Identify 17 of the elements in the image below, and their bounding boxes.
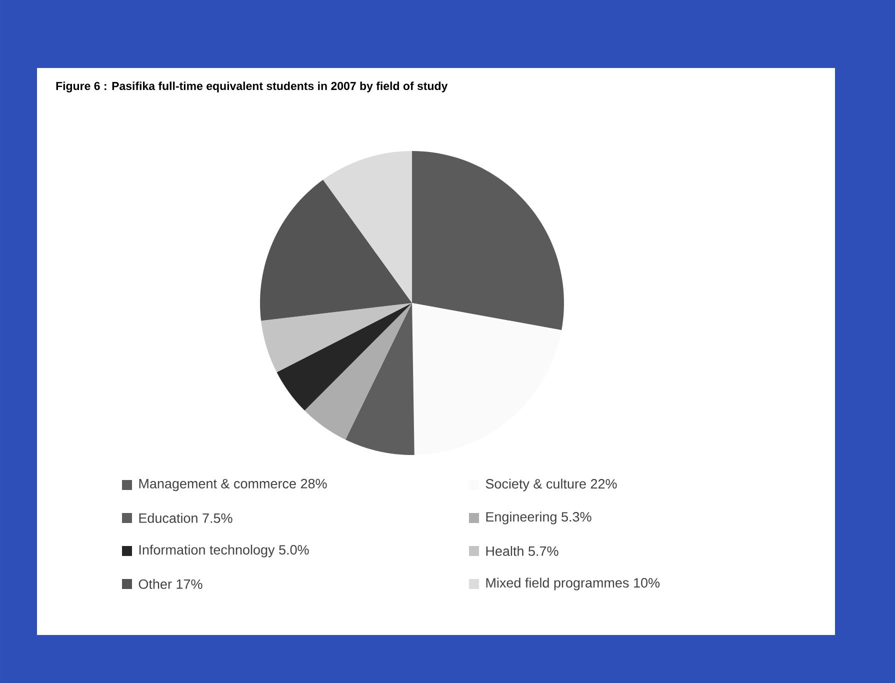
data-label: 5.3%	[562, 512, 592, 522]
chart-title: Figure 6 : Pasifika full-time equivalent students in 2007 by field of study	[56, 82, 448, 92]
data-label: 7.5%	[202, 513, 232, 523]
data-label: 10%	[634, 578, 660, 588]
legend-label: Mixed field programmes	[486, 578, 629, 590]
legend-label: Management & commerce	[139, 478, 296, 492]
data-label: 17%	[176, 579, 202, 589]
legend-label: Engineering	[486, 512, 556, 524]
legend-label: Other	[138, 579, 172, 589]
data-label: 5.7%	[528, 546, 558, 556]
legend-label: Education	[139, 513, 198, 523]
data-label: 5.0%	[279, 545, 309, 555]
data-label: 22%	[590, 479, 617, 489]
data-label: 28%	[300, 478, 327, 488]
legend-label: Information technology	[139, 544, 275, 558]
slice-label: Society & culture	[486, 478, 586, 492]
legend-label: Health	[486, 546, 524, 556]
